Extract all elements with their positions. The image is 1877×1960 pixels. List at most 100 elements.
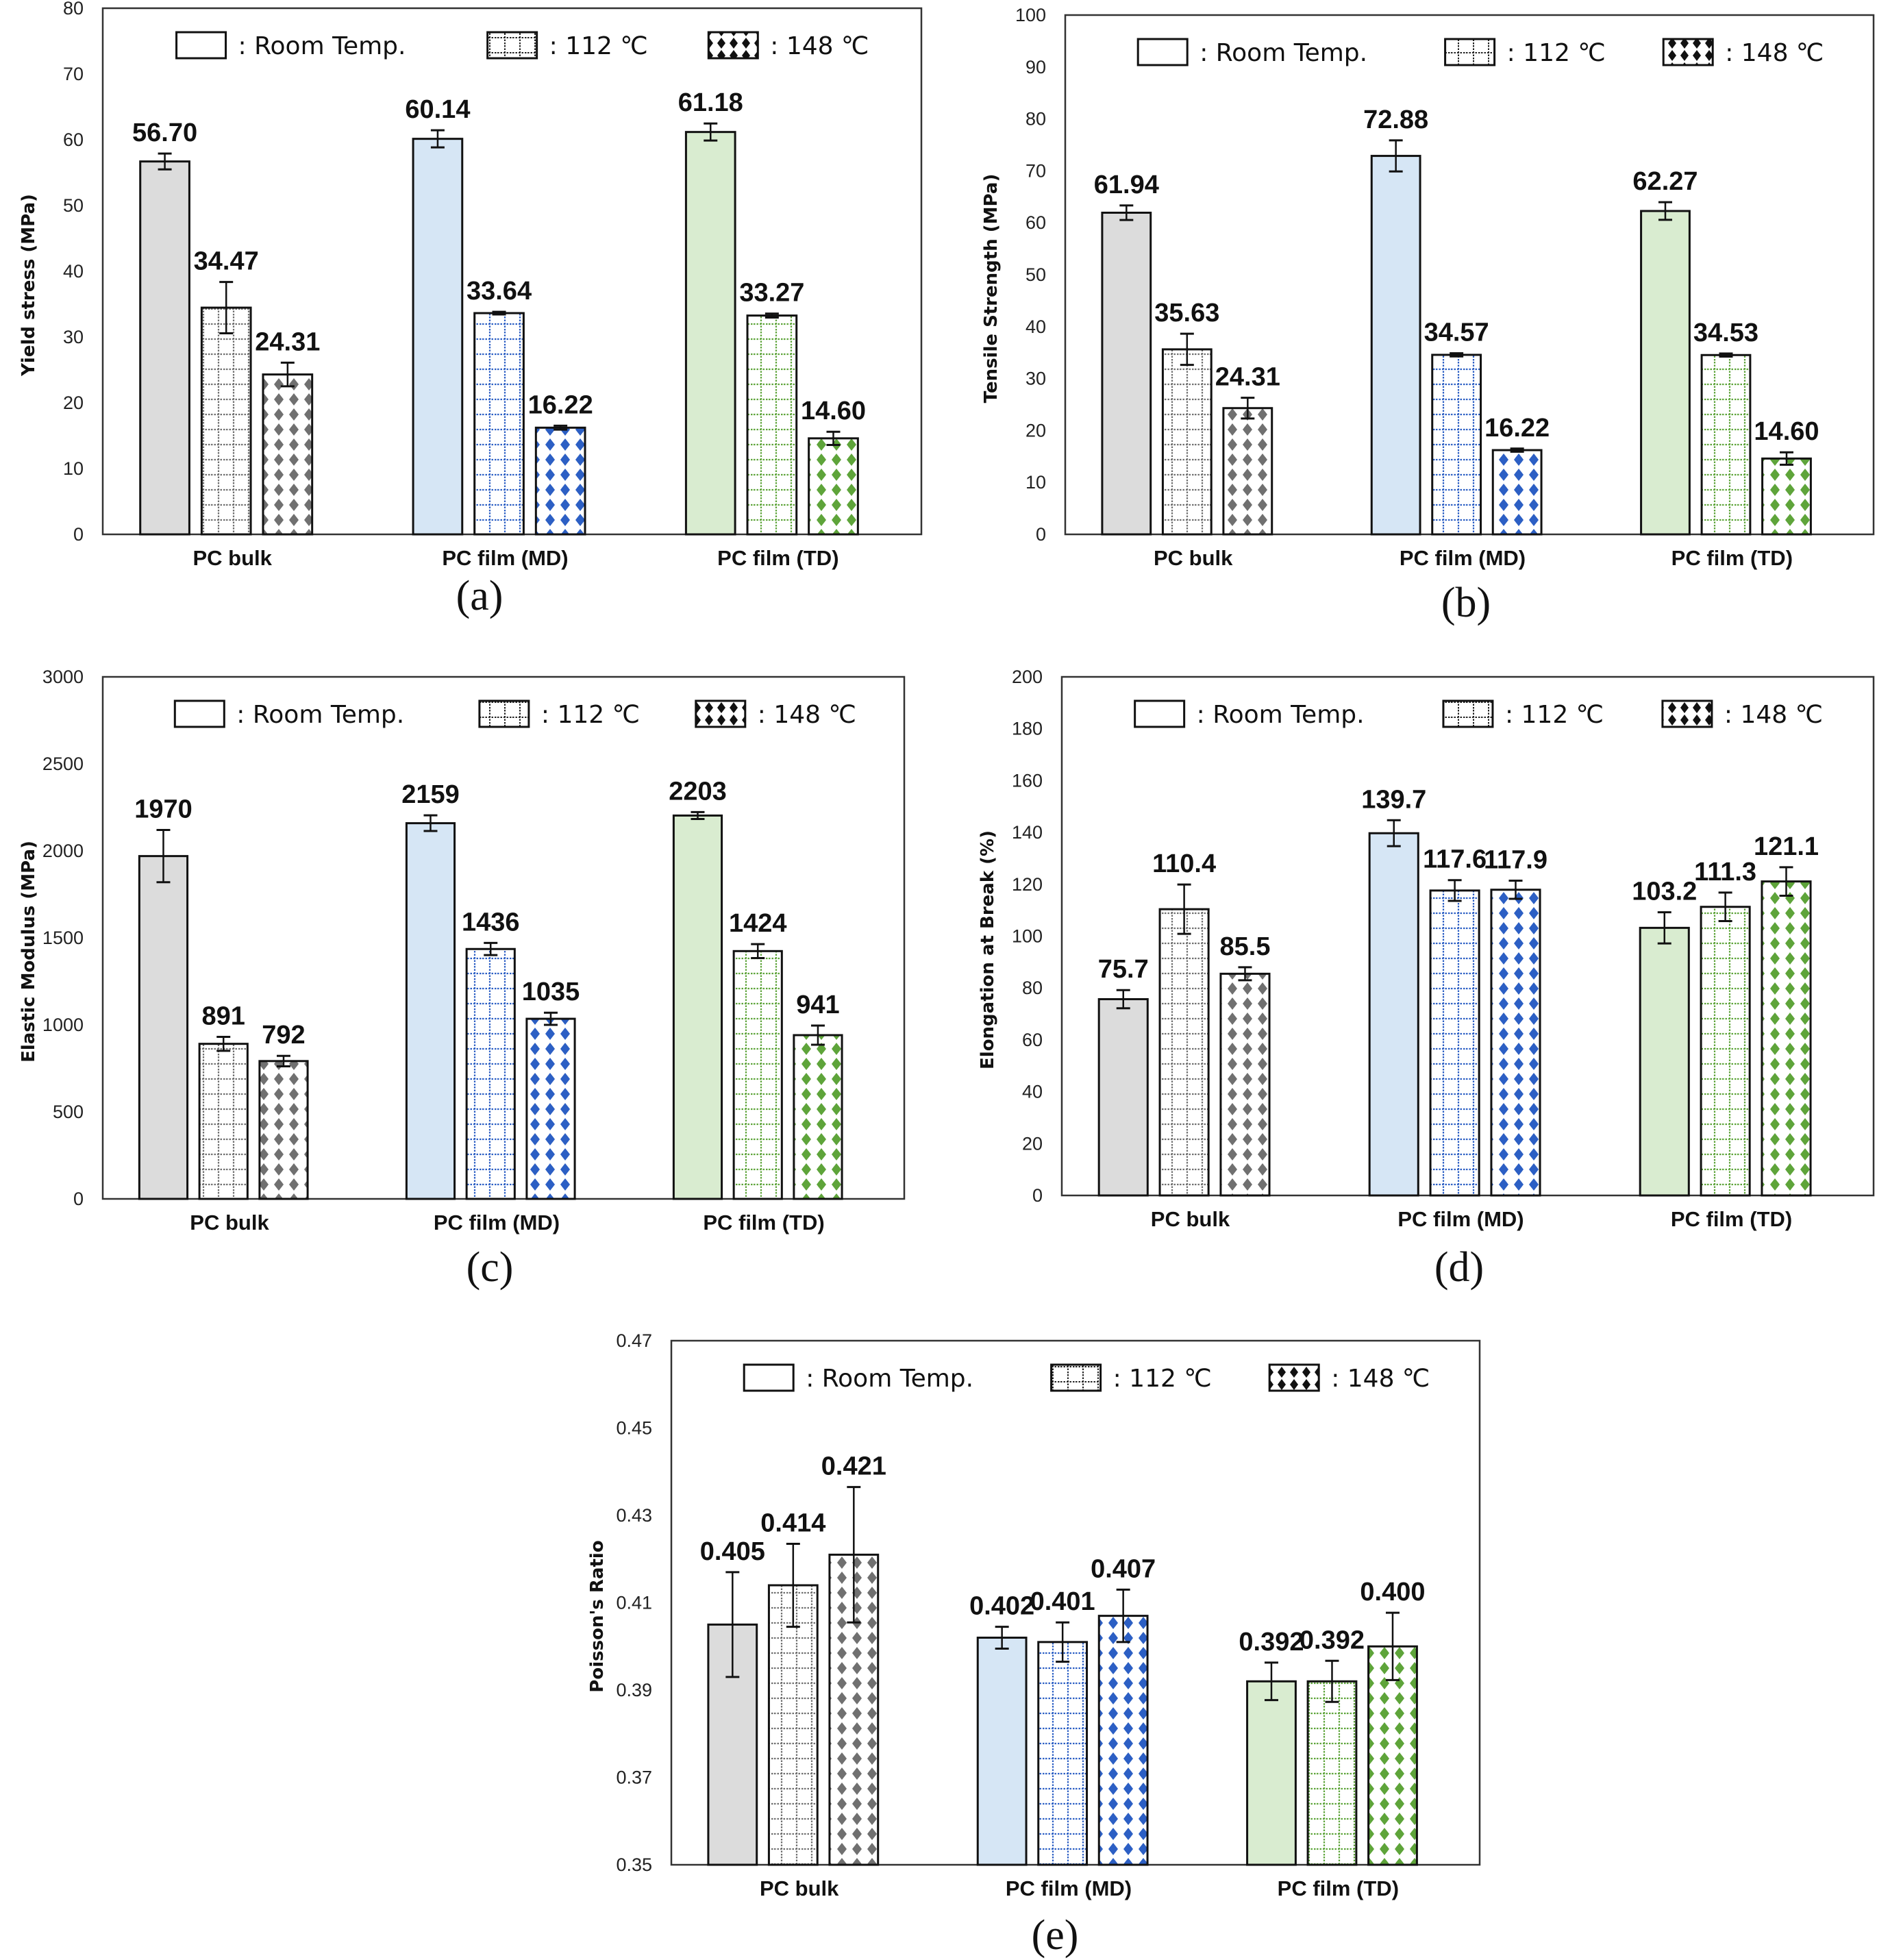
data-label: 33.27 (739, 279, 804, 308)
legend-label: : Room Temp. (1199, 39, 1367, 67)
y-tick-label: 100 (1015, 5, 1046, 25)
x-category-label: PC film (TD) (703, 1211, 824, 1235)
bar-pc-bulk-0 (139, 160, 190, 536)
error-bar (1779, 451, 1793, 466)
y-tick-label: 60 (1022, 1030, 1043, 1050)
y-axis-label: Tensile Strength (MPa) (981, 174, 1002, 404)
x-category-label: PC film (TD) (1278, 1876, 1399, 1900)
bar-pc-film-td--0 (672, 814, 723, 1200)
legend-swatch (478, 699, 530, 728)
data-label: 34.47 (194, 247, 259, 276)
y-tick-label: 120 (1012, 874, 1043, 895)
y-tick-label: 500 (53, 1102, 84, 1122)
y-tick-label: 90 (1025, 57, 1046, 77)
legend-swatch (1136, 38, 1189, 66)
bar-pc-film-md--2 (1490, 889, 1541, 1197)
y-tick-label: 0.47 (616, 1330, 652, 1351)
data-label: 0.400 (1360, 1578, 1425, 1607)
x-category-label: PC film (MD) (442, 546, 568, 570)
bar-pc-film-md--1 (1429, 889, 1480, 1197)
x-category-label: PC film (MD) (1400, 546, 1526, 570)
y-tick-label: 1000 (42, 1015, 84, 1035)
legend-item-diamond: : 148 ℃ (1268, 1363, 1430, 1393)
legend-swatch (486, 31, 538, 60)
legend-label: : 148 ℃ (758, 701, 856, 729)
data-label: 1424 (729, 909, 787, 938)
y-axis-label: Elongation at Break (%) (978, 830, 998, 1069)
bar-pc-film-md--1 (1037, 1641, 1089, 1866)
error-bar (1116, 989, 1130, 1010)
y-axis-label: Poisson's Ratio (587, 1540, 608, 1692)
bar-pc-bulk-2 (1219, 972, 1271, 1197)
legend-item-diamond: : 148 ℃ (1662, 38, 1824, 67)
legend-swatch (1268, 1363, 1320, 1392)
legend-label: : 112 ℃ (1507, 39, 1606, 67)
chart-b: 0 10 20 30 40 50 60 70 80 90 100 Tensile Strength (… (981, 5, 1875, 570)
x-category-label: PC film (MD) (1397, 1207, 1524, 1231)
bar-pc-film-md--2 (1097, 1615, 1149, 1866)
bar-pc-film-md--0 (412, 138, 464, 536)
legend-item-grid: : 112 ℃ (1050, 1363, 1212, 1393)
data-label: 60.14 (405, 95, 470, 124)
data-label: 0.401 (1030, 1587, 1095, 1616)
bar-pc-film-td--1 (1700, 353, 1752, 536)
y-tick-label: 160 (1012, 770, 1043, 791)
bar-pc-film-td--1 (1306, 1680, 1358, 1866)
y-tick-label: 40 (1025, 317, 1046, 337)
y-tick-label: 60 (63, 129, 84, 150)
y-tick-label: 70 (63, 64, 84, 84)
y-tick-label: 0.35 (616, 1854, 652, 1875)
data-label: 1436 (462, 908, 520, 936)
x-category-label: PC bulk (192, 546, 272, 570)
error-bar (430, 129, 445, 149)
legend-swatch (1050, 1363, 1102, 1392)
data-label: 139.7 (1361, 785, 1426, 814)
legend-label: : 148 ℃ (1331, 1365, 1430, 1393)
data-label: 0.392 (1300, 1626, 1365, 1654)
bar-pc-film-md--1 (473, 312, 525, 536)
legend-item-grid: : 112 ℃ (478, 699, 640, 729)
y-tick-label: 80 (63, 0, 84, 18)
legend-item-grid: : 112 ℃ (1442, 699, 1604, 729)
legend-label: : Room Temp. (806, 1365, 973, 1393)
error-bar (276, 1054, 290, 1067)
data-label: 0.421 (821, 1452, 886, 1481)
data-label: 0.414 (760, 1509, 825, 1537)
legend-label: : 148 ℃ (1724, 701, 1823, 729)
bar-pc-film-td--1 (732, 950, 783, 1200)
x-category-label: PC film (TD) (1671, 546, 1793, 570)
y-tick-label: 0 (73, 1189, 84, 1209)
error-bar (786, 1542, 800, 1628)
legend-label: : 148 ℃ (770, 32, 869, 60)
legend-swatch (695, 699, 747, 728)
x-category-label: PC bulk (1154, 546, 1233, 570)
legend-item-diamond: : 148 ℃ (695, 699, 856, 729)
data-label: 56.70 (132, 119, 197, 147)
data-label: 62.27 (1632, 167, 1698, 196)
data-label: 14.60 (801, 397, 866, 425)
data-label: 0.407 (1091, 1554, 1156, 1583)
bar-pc-bulk-1 (1158, 908, 1210, 1197)
y-tick-label: 30 (63, 327, 84, 347)
bar-pc-bulk-1 (198, 1043, 249, 1200)
error-bar (1385, 1611, 1400, 1681)
legend-swatch (743, 1363, 795, 1392)
caption-c: (c) (466, 1244, 514, 1291)
error-bar (1264, 1661, 1278, 1702)
y-tick-label: 100 (1012, 926, 1043, 947)
error-bar (219, 281, 234, 335)
error-bar (1657, 911, 1671, 945)
y-tick-label: 20 (1022, 1133, 1043, 1154)
x-category-label: PC film (TD) (1671, 1207, 1792, 1231)
chart-panel-e: 0.35 0.37 0.39 0.41 0.43 0.45 0.47 Poisson's Ra… (548, 1329, 1507, 1905)
legend-item-solid: : Room Temp. (1136, 38, 1367, 67)
chart-panel-d: 0 20 40 60 80 100 120 140 160 180 200 Elongation at… (939, 665, 1877, 1240)
error-bar (751, 943, 765, 959)
legend-swatch (173, 699, 225, 728)
y-tick-label: 0.39 (616, 1680, 652, 1700)
legend-label: : 112 ℃ (1505, 701, 1604, 729)
data-label: 2159 (401, 780, 460, 809)
error-bar (1119, 204, 1134, 221)
data-label: 0.402 (969, 1592, 1034, 1621)
data-label: 1035 (522, 978, 580, 1006)
